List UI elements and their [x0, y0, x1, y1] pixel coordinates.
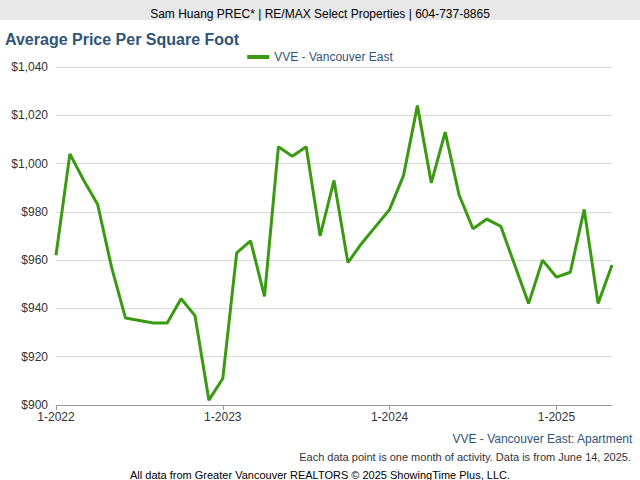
svg-text:Average Price Per Square Foot: Average Price Per Square Foot — [5, 31, 240, 48]
svg-text:1-2024: 1-2024 — [371, 410, 409, 424]
svg-text:$1,000: $1,000 — [11, 157, 48, 171]
svg-text:Sam Huang PREC* | RE/MAX Selec: Sam Huang PREC* | RE/MAX Select Properti… — [150, 7, 490, 21]
svg-text:1-2025: 1-2025 — [538, 410, 576, 424]
svg-text:$940: $940 — [21, 301, 48, 315]
svg-text:$900: $900 — [21, 398, 48, 412]
svg-text:$980: $980 — [21, 205, 48, 219]
svg-text:$960: $960 — [21, 253, 48, 267]
svg-text:VVE - Vancouver East: VVE - Vancouver East — [274, 50, 393, 64]
svg-text:1-2022: 1-2022 — [37, 410, 75, 424]
svg-text:All data from Greater Vancouve: All data from Greater Vancouver REALTORS… — [130, 469, 510, 480]
svg-text:1-2023: 1-2023 — [204, 410, 242, 424]
svg-text:Each data point is one month o: Each data point is one month of activity… — [299, 451, 631, 463]
svg-text:$920: $920 — [21, 350, 48, 364]
svg-text:$1,040: $1,040 — [11, 60, 48, 74]
svg-text:VVE - Vancouver East: Apartmen: VVE - Vancouver East: Apartment — [452, 432, 633, 446]
svg-text:$1,020: $1,020 — [11, 108, 48, 122]
